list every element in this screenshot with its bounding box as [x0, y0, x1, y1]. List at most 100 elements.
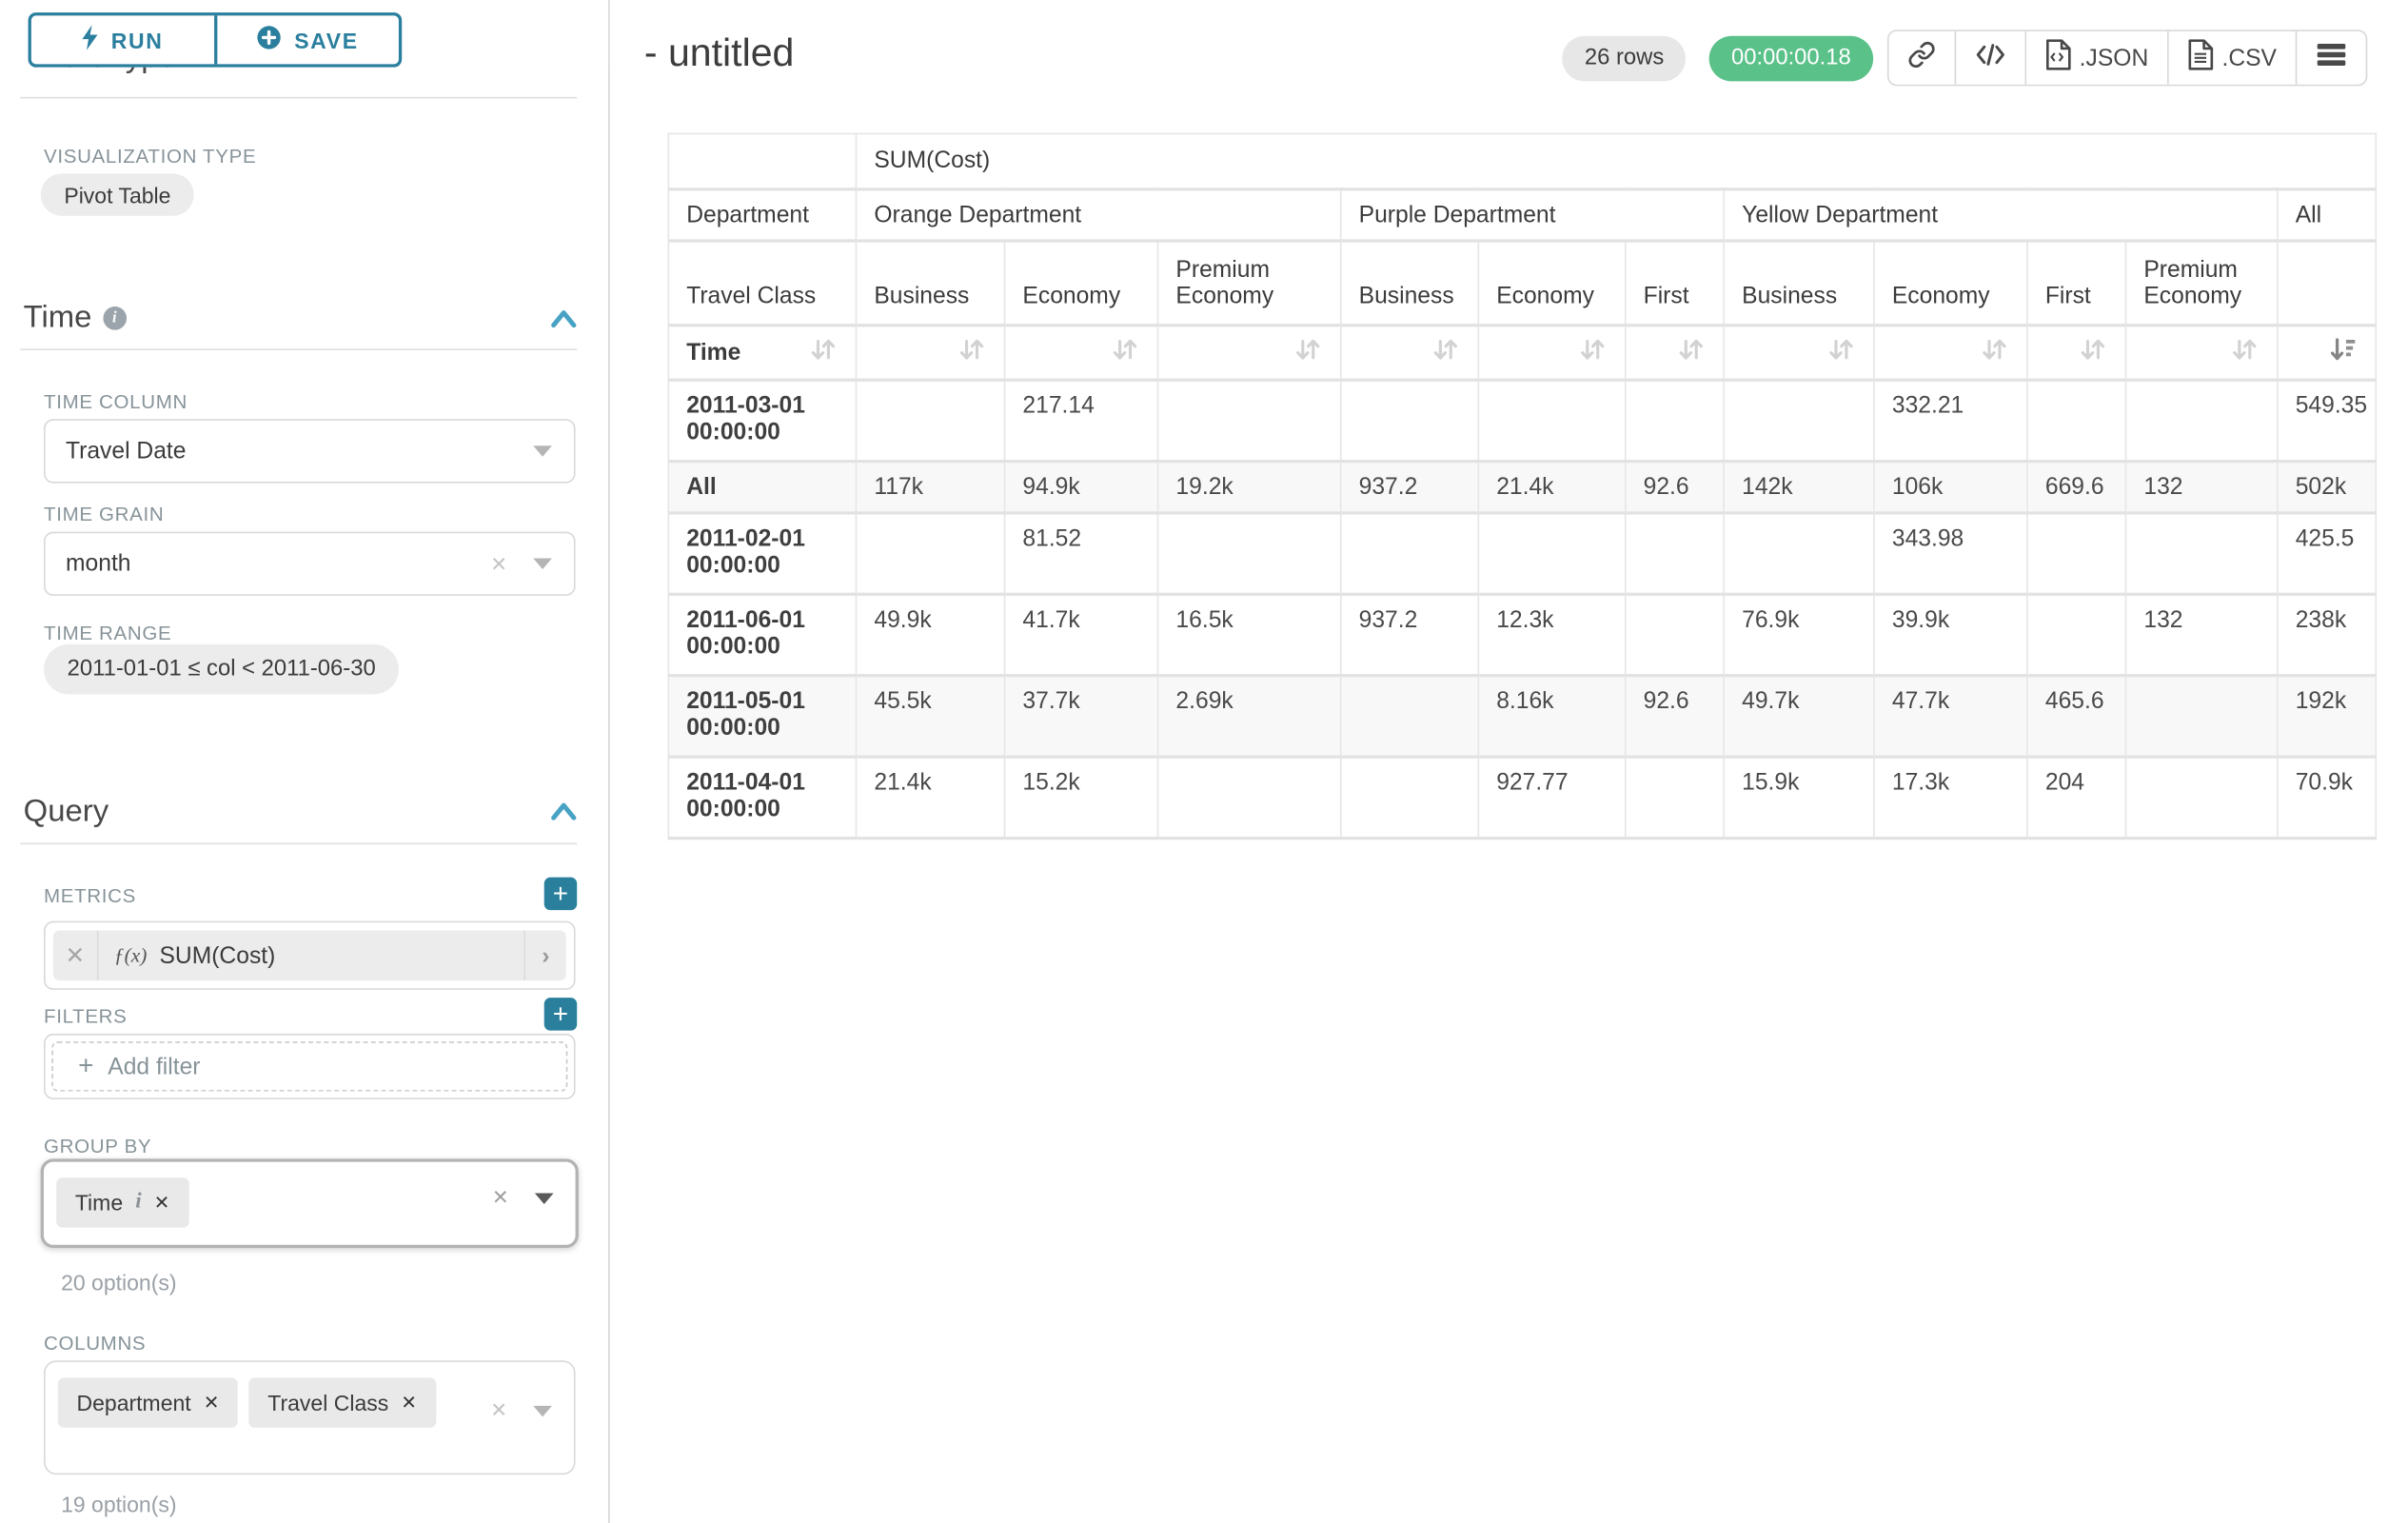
pivot-class-header: Business [1723, 239, 1875, 326]
pivot-value-cell: 49.7k [1723, 674, 1875, 758]
pivot-class-header: Premium Economy [2124, 239, 2279, 326]
add-filter-button[interactable]: + Add filter [51, 1041, 568, 1092]
pivot-row: All 117k 94.9k 19.2k 937.2 21.4k 92.6 142k 106k 6… [667, 460, 2378, 514]
pivot-value-cell: 17.3k [1873, 755, 2028, 840]
chart-title[interactable]: - untitled [643, 30, 795, 75]
sort-icon[interactable] [2230, 334, 2260, 370]
remove-metric-icon[interactable]: ✕ [53, 930, 99, 981]
save-button[interactable]: SAVE [213, 15, 399, 65]
export-csv-button[interactable]: .CSV [2166, 30, 2296, 85]
section-divider [20, 842, 578, 845]
sort-icon[interactable] [2078, 334, 2107, 370]
field-pill-label: Travel Class [267, 1390, 389, 1415]
pivot-value-cell: 937.2 [1339, 460, 1480, 514]
clear-icon[interactable]: × [490, 1394, 507, 1425]
pivot-value-cell [2026, 378, 2127, 463]
time-collapse-icon[interactable] [550, 308, 577, 338]
pivot-row-dimension: Time [667, 324, 858, 382]
section-divider [20, 348, 578, 351]
time-column-select[interactable]: Travel Date [44, 419, 576, 484]
pivot-value-cell [1339, 378, 1480, 463]
field-pill[interactable]: Time i ✕ [56, 1177, 189, 1228]
time-grain-select[interactable]: month × [44, 531, 576, 596]
menu-button[interactable] [2295, 30, 2366, 85]
metric-pill[interactable]: ✕ ƒ(x) SUM(Cost) › [52, 930, 566, 981]
share-link-button[interactable] [1888, 31, 1954, 85]
sort-icon[interactable] [1980, 334, 2009, 370]
pivot-class-header [2277, 239, 2378, 326]
sort-icon[interactable] [1110, 334, 1139, 370]
info-icon: i [102, 307, 127, 330]
remove-icon[interactable]: ✕ [203, 1392, 220, 1414]
pivot-value-cell: 70.9k [2277, 755, 2378, 840]
pivot-value-cell: 238k [2277, 592, 2378, 677]
pivot-value-cell [1477, 511, 1627, 596]
chart-panel: - untitled 26 rows 00:00:00.18 [609, 0, 2408, 1523]
pivot-value-cell: 343.98 [1873, 511, 2028, 596]
pivot-row: 2011-02-01 00:00:00 81.52 343.98 425.5 [667, 511, 2378, 596]
run-button[interactable]: RUN [31, 15, 213, 64]
pivot-class-header: Premium Economy [1156, 239, 1342, 326]
pivot-value-cell: 94.9k [1003, 460, 1159, 514]
sort-icon[interactable] [808, 334, 838, 370]
pivot-sort-cell [1477, 324, 1627, 382]
remove-icon[interactable]: ✕ [401, 1392, 417, 1414]
chevron-right-icon[interactable]: › [523, 930, 565, 981]
pivot-metric-header: SUM(Cost) [855, 132, 2378, 190]
group-by-label: GROUP BY [44, 1135, 152, 1157]
pivot-value-cell: 37.7k [1003, 674, 1159, 758]
sort-desc-icon[interactable] [2328, 334, 2358, 370]
export-toolbar: .JSON .CSV [1886, 30, 2368, 87]
pivot-sort-cell [1156, 324, 1342, 382]
code-icon [1975, 42, 2006, 73]
pivot-value-cell: 937.2 [1339, 592, 1480, 677]
control-panel-sidebar: Chart Type RUN SAVE V [0, 0, 610, 1523]
query-collapse-icon[interactable] [550, 801, 577, 830]
pivot-row-header: 2011-02-01 00:00:00 [667, 511, 858, 596]
pivot-value-cell [855, 511, 1006, 596]
pivot-value-cell: 41.7k [1003, 592, 1159, 677]
field-pill[interactable]: Travel Class ✕ [248, 1377, 436, 1428]
hamburger-menu-icon [2316, 42, 2347, 73]
field-pill[interactable]: Department ✕ [57, 1377, 239, 1428]
sort-icon[interactable] [1676, 334, 1706, 370]
pivot-value-cell: 39.9k [1873, 592, 2028, 677]
sort-icon[interactable] [1293, 334, 1323, 370]
columns-select[interactable]: Department ✕ Travel Class ✕ × [44, 1360, 576, 1475]
viz-type-pill[interactable]: Pivot Table [40, 173, 195, 216]
sort-icon[interactable] [1826, 334, 1856, 370]
remove-icon[interactable]: ✕ [153, 1191, 170, 1214]
embed-code-button[interactable] [1954, 30, 2024, 85]
sort-icon[interactable] [957, 334, 986, 370]
add-filter-plus-button[interactable]: + [543, 998, 578, 1031]
pivot-value-cell: 425.5 [2277, 511, 2378, 596]
time-section-heading: Time [23, 300, 92, 335]
pivot-table-container: SUM(Cost) Department Orange Department Purp… [667, 132, 2378, 840]
pivot-class-header: First [1624, 239, 1726, 326]
group-by-options-hint: 20 option(s) [61, 1270, 177, 1296]
pivot-value-cell [1339, 511, 1480, 596]
pivot-col-dimension: Department [667, 188, 858, 242]
clear-icon[interactable]: × [492, 1182, 508, 1213]
pivot-value-cell [2124, 674, 2279, 758]
pivot-value-cell [1723, 511, 1875, 596]
pivot-value-cell: 117k [855, 460, 1006, 514]
pivot-value-cell [2124, 378, 2279, 463]
row-count-badge: 26 rows [1562, 34, 1687, 81]
sort-icon[interactable] [1431, 334, 1460, 370]
chevron-down-icon [533, 445, 552, 457]
time-range-pill[interactable]: 2011-01-01 ≤ col < 2011-06-30 [44, 643, 400, 695]
pivot-value-cell: 332.21 [1873, 378, 2028, 463]
query-timer-badge: 00:00:00.18 [1708, 34, 1873, 81]
pivot-value-cell [2026, 511, 2127, 596]
clear-icon[interactable]: × [490, 547, 507, 579]
pivot-value-cell: 19.2k [1156, 460, 1342, 514]
sort-icon[interactable] [1578, 334, 1608, 370]
pivot-group-header: Purple Department [1339, 188, 1726, 242]
export-json-button[interactable]: .JSON [2024, 30, 2167, 85]
add-metric-button[interactable]: + [543, 877, 578, 911]
group-by-select[interactable]: Time i ✕ × [40, 1158, 579, 1249]
pivot-value-cell: 92.6 [1624, 674, 1726, 758]
pivot-sort-cell [855, 324, 1006, 382]
pivot-row-header: 2011-03-01 00:00:00 [667, 378, 858, 463]
